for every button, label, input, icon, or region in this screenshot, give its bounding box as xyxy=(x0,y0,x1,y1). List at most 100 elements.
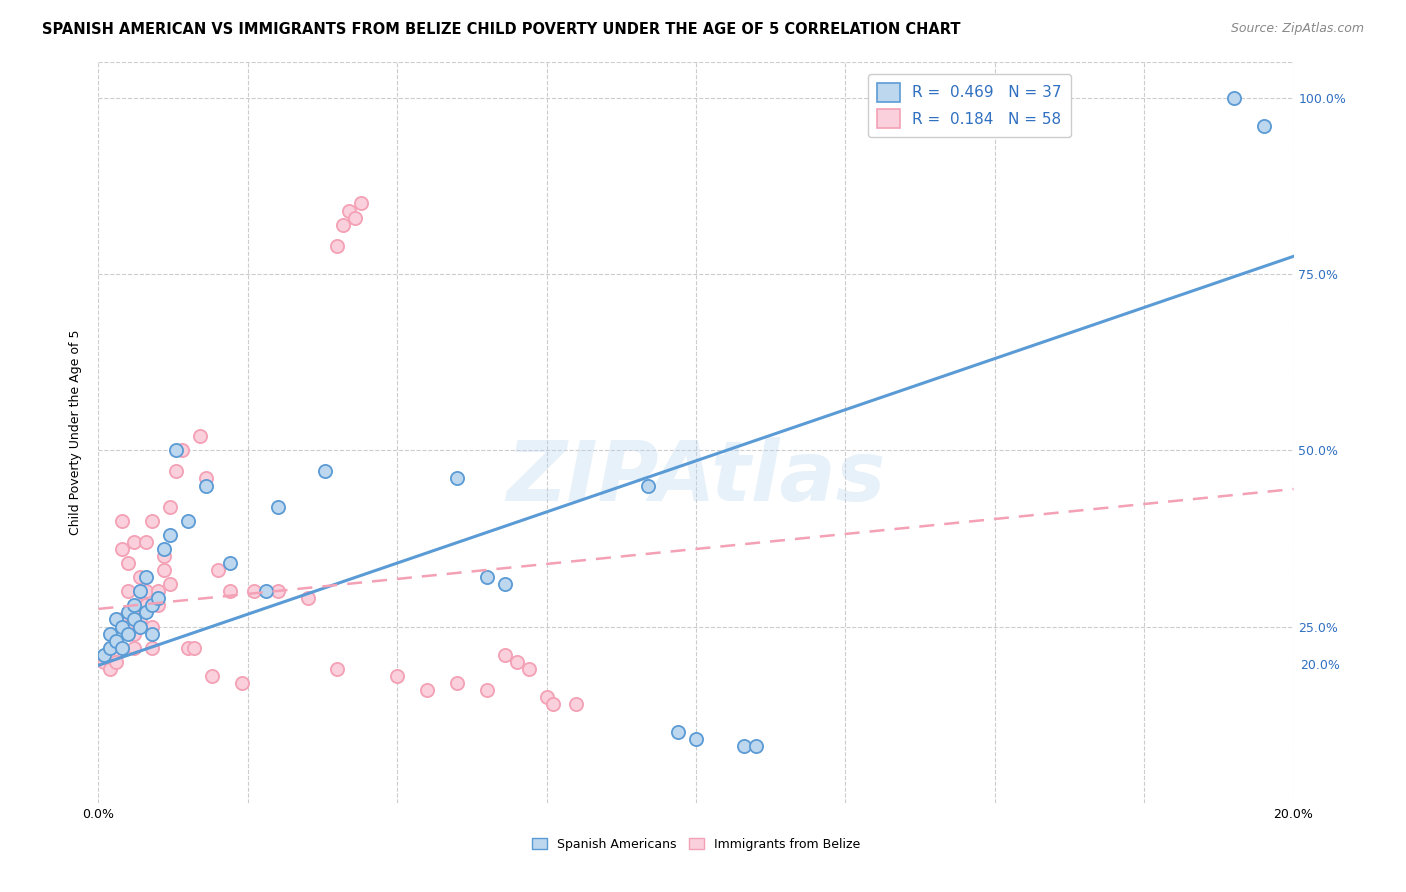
Point xyxy=(93,655,115,669)
Point xyxy=(195,478,218,492)
Point xyxy=(141,640,163,655)
Point xyxy=(129,599,152,613)
Point xyxy=(117,556,139,570)
Point xyxy=(105,648,128,662)
Point xyxy=(98,640,122,655)
Point xyxy=(494,577,516,591)
Point xyxy=(117,619,139,633)
Point xyxy=(148,599,170,613)
Point xyxy=(135,584,157,599)
Point xyxy=(231,676,253,690)
Point xyxy=(135,535,157,549)
Point xyxy=(1253,119,1275,133)
Y-axis label: Child Poverty Under the Age of 5: Child Poverty Under the Age of 5 xyxy=(69,330,83,535)
Point xyxy=(117,626,139,640)
Text: ZIPAtlas: ZIPAtlas xyxy=(506,436,886,517)
Point xyxy=(685,732,707,747)
Point xyxy=(332,218,354,232)
Point xyxy=(188,429,211,443)
Point xyxy=(165,443,187,458)
Point xyxy=(416,683,439,698)
Point xyxy=(111,612,134,626)
Point xyxy=(129,584,152,599)
Point xyxy=(117,584,139,599)
Point xyxy=(177,640,200,655)
Point xyxy=(297,591,319,606)
Point xyxy=(243,584,266,599)
Point xyxy=(506,655,529,669)
Point xyxy=(177,514,200,528)
Point xyxy=(111,514,134,528)
Point xyxy=(124,535,146,549)
Point xyxy=(153,549,176,563)
Point xyxy=(344,211,367,225)
Point xyxy=(141,619,163,633)
Point xyxy=(93,648,115,662)
Point xyxy=(98,662,122,676)
Text: Source: ZipAtlas.com: Source: ZipAtlas.com xyxy=(1230,22,1364,36)
Point xyxy=(475,570,498,584)
Point xyxy=(124,599,146,613)
Point xyxy=(129,570,152,584)
Point xyxy=(339,203,361,218)
Point xyxy=(195,471,218,485)
Point xyxy=(129,612,152,626)
Point xyxy=(159,577,181,591)
Point xyxy=(254,584,277,599)
Point xyxy=(172,443,194,458)
Point xyxy=(105,612,128,626)
Point xyxy=(129,619,152,633)
Point xyxy=(385,669,409,683)
Point xyxy=(350,196,373,211)
Point xyxy=(201,669,224,683)
Point xyxy=(565,697,588,711)
Point xyxy=(536,690,558,704)
Point xyxy=(315,464,337,478)
Point xyxy=(124,626,146,640)
Point xyxy=(1223,91,1246,105)
Point xyxy=(666,725,689,739)
Point xyxy=(159,528,181,542)
Point xyxy=(148,584,170,599)
Point xyxy=(219,584,242,599)
Point xyxy=(141,626,163,640)
Point xyxy=(111,640,134,655)
Point xyxy=(517,662,540,676)
Point xyxy=(446,471,468,485)
Point xyxy=(135,599,157,613)
Point xyxy=(117,606,139,620)
Point xyxy=(111,541,134,556)
Point xyxy=(207,563,229,577)
Point xyxy=(326,239,349,253)
Point xyxy=(124,612,146,626)
Point xyxy=(105,655,128,669)
Point xyxy=(141,599,163,613)
Point xyxy=(153,563,176,577)
Point xyxy=(124,640,146,655)
Legend: Spanish Americans, Immigrants from Belize: Spanish Americans, Immigrants from Beliz… xyxy=(527,833,865,855)
Point xyxy=(105,633,128,648)
Point xyxy=(183,640,205,655)
Point xyxy=(98,640,122,655)
Point xyxy=(446,676,468,690)
Point xyxy=(159,500,181,514)
Point xyxy=(153,541,176,556)
Point xyxy=(733,739,755,754)
Text: 20.0%: 20.0% xyxy=(1301,659,1340,672)
Point xyxy=(267,500,290,514)
Point xyxy=(267,584,290,599)
Point xyxy=(135,606,157,620)
Point xyxy=(541,697,564,711)
Point xyxy=(148,591,170,606)
Point xyxy=(326,662,349,676)
Point xyxy=(219,556,242,570)
Point xyxy=(475,683,498,698)
Point xyxy=(111,619,134,633)
Point xyxy=(745,739,768,754)
Text: SPANISH AMERICAN VS IMMIGRANTS FROM BELIZE CHILD POVERTY UNDER THE AGE OF 5 CORR: SPANISH AMERICAN VS IMMIGRANTS FROM BELI… xyxy=(42,22,960,37)
Point xyxy=(141,514,163,528)
Point xyxy=(98,626,122,640)
Point xyxy=(135,570,157,584)
Point xyxy=(637,478,659,492)
Point xyxy=(494,648,516,662)
